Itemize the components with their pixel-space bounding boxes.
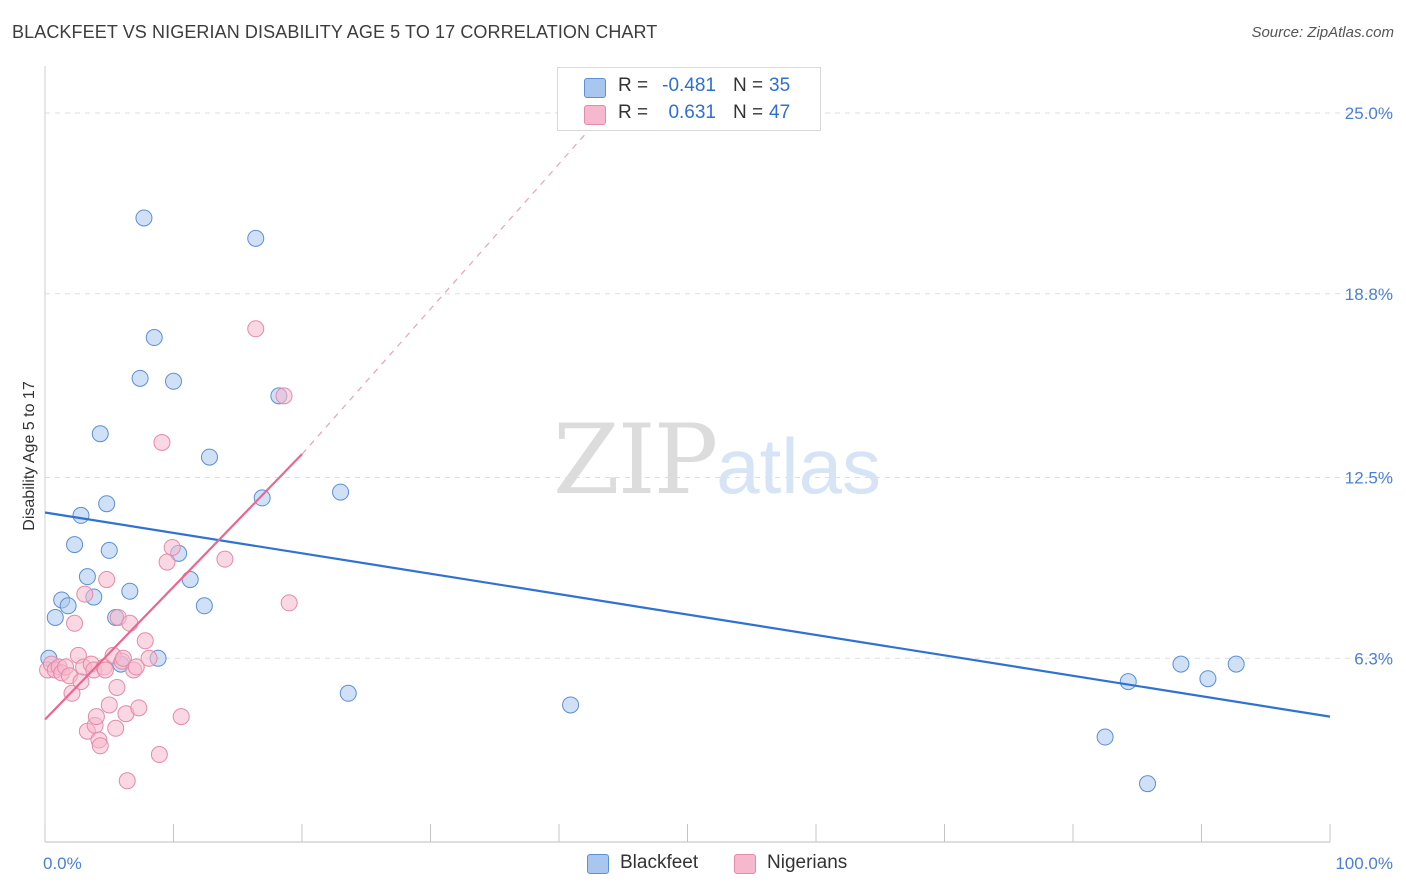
blackfeet-point <box>66 536 84 554</box>
blackfeet-point <box>332 483 350 501</box>
legend-row-nigerians: R = 0.631 N = 47 <box>558 102 820 128</box>
blackfeet-point <box>253 489 271 507</box>
nigerians-legend-swatch <box>734 854 756 874</box>
watermark-atlas: atlas <box>716 422 881 510</box>
blackfeet-point <box>46 608 64 626</box>
legend-label-nigerians: Nigerians <box>767 852 848 873</box>
r-value: -0.481 <box>662 75 716 96</box>
blackfeet-point <box>1172 655 1190 673</box>
nigerian-point <box>121 614 139 632</box>
nigerian-point <box>216 550 234 568</box>
blackfeet-point <box>339 684 357 702</box>
nigerian-point <box>153 434 171 452</box>
legend-label-blackfeet: Blackfeet <box>620 852 699 873</box>
source-label: Source: ZipAtlas.com <box>1251 24 1394 41</box>
r-label: R = <box>618 75 649 96</box>
chart-title: BLACKFEET VS NIGERIAN DISABILITY AGE 5 T… <box>12 22 658 42</box>
blackfeet-point <box>562 696 580 714</box>
nigerian-point <box>136 632 154 650</box>
nigerian-point <box>96 661 114 679</box>
n-value: 47 <box>769 102 791 123</box>
watermark-zip: ZIP <box>553 404 718 516</box>
blackfeet-swatch <box>584 78 606 98</box>
blackfeet-trend-line <box>44 511 1331 718</box>
nigerian-point <box>280 594 298 612</box>
blackfeet-point <box>78 568 96 586</box>
nigerian-point <box>118 772 136 790</box>
y-tick-label: 6.3% <box>1354 649 1393 668</box>
blackfeet-point <box>145 329 163 347</box>
r-label: R = <box>618 102 649 123</box>
blackfeet-point <box>131 369 149 387</box>
nigerian-point <box>87 708 105 726</box>
n-label: N = <box>733 75 764 96</box>
x-tick-label: 100.0% <box>1335 854 1393 873</box>
nigerian-point <box>130 699 148 717</box>
nigerian-point <box>108 678 126 696</box>
watermark: ZIPatlas <box>553 404 881 516</box>
blackfeet-point <box>200 448 218 466</box>
nigerian-point <box>247 320 265 338</box>
nigerian-point <box>172 708 190 726</box>
nigerian-point <box>98 571 116 589</box>
y-axis-title: Disability Age 5 to 17 <box>21 381 38 531</box>
nigerians-swatch <box>584 105 606 125</box>
blackfeet-point <box>59 597 77 615</box>
nigerian-trend-line <box>44 453 303 721</box>
nigerian-point <box>150 746 168 764</box>
blackfeet-point <box>1227 655 1245 673</box>
blackfeet-point <box>121 582 139 600</box>
y-tick-label: 12.5% <box>1345 468 1393 487</box>
blackfeet-point <box>1096 728 1114 746</box>
blackfeet-point <box>91 425 109 443</box>
blackfeet-point <box>72 506 90 524</box>
r-value: 0.631 <box>668 102 716 123</box>
nigerian-point <box>107 719 125 737</box>
blackfeet-point <box>1199 670 1217 688</box>
blackfeet-legend-swatch <box>587 854 609 874</box>
legend-row-blackfeet: R = -0.481 N = 35 <box>558 75 820 101</box>
nigerian-point <box>158 553 176 571</box>
y-tick-label: 25.0% <box>1345 104 1393 123</box>
blackfeet-point <box>135 209 153 227</box>
nigerian-point <box>140 649 158 667</box>
blackfeet-point <box>1139 775 1157 793</box>
nigerian-point <box>100 696 118 714</box>
correlation-legend: R = -0.481 N = 35 R = 0.631 N = 47 <box>557 67 821 131</box>
nigerian-point <box>275 387 293 405</box>
blackfeet-point <box>1119 673 1137 691</box>
nigerian-point <box>114 649 132 667</box>
n-value: 35 <box>769 75 791 96</box>
nigerian-point <box>91 737 109 755</box>
blackfeet-point <box>100 541 118 559</box>
nigerian-point <box>127 658 145 676</box>
n-label: N = <box>733 102 764 123</box>
y-tick-label: 18.8% <box>1345 285 1393 304</box>
blackfeet-point <box>195 597 213 615</box>
nigerian-point <box>163 538 181 556</box>
blackfeet-point <box>165 372 182 390</box>
blackfeet-point <box>247 229 265 247</box>
nigerian-point <box>76 585 94 603</box>
x-tick-label: 0.0% <box>43 854 82 873</box>
nigerian-trend-extension <box>301 112 605 455</box>
blackfeet-point <box>98 495 116 513</box>
nigerian-point <box>66 614 84 632</box>
blackfeet-point <box>181 571 199 589</box>
